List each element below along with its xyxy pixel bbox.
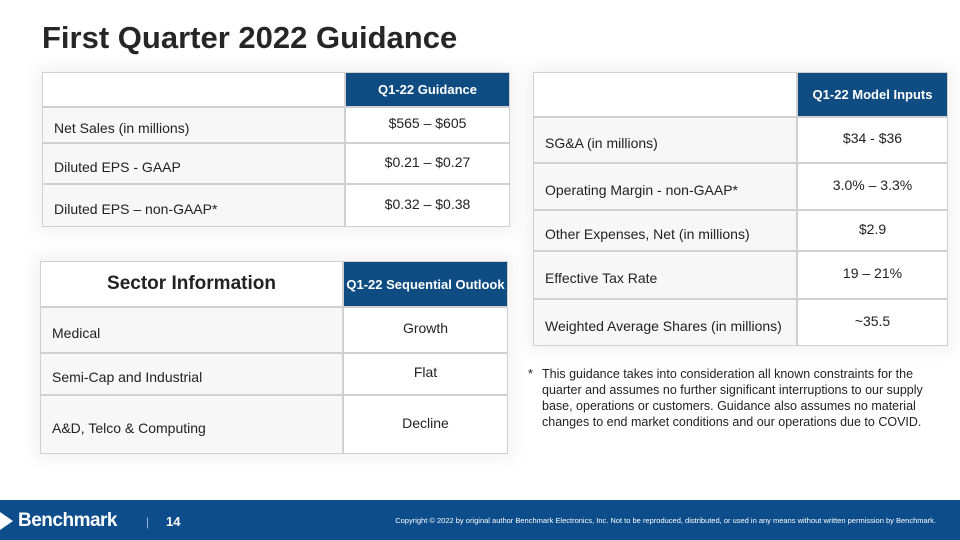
guidance-table: Q1-22 Guidance Net Sales (in millions) $56… (42, 72, 510, 227)
page-number: 14 (166, 514, 181, 529)
row-value: $2.9 (797, 210, 948, 251)
row-value: 19 – 21% (797, 251, 948, 299)
logo-icon (0, 512, 13, 530)
sector-table: Sector Information Q1-22 Sequential Outlo… (40, 261, 508, 454)
copyright: Copyright © 2022 by original author Benc… (395, 516, 936, 525)
row-label: Effective Tax Rate (533, 251, 797, 299)
header-cell: Sector Information (40, 261, 343, 307)
header-cell: Q1-22 Guidance (345, 72, 510, 107)
row-label: A&D, Telco & Computing (40, 395, 343, 454)
header-blank (42, 72, 345, 107)
header-cell: Q1-22 Sequential Outlook (343, 261, 508, 307)
header-cell: Q1-22 Model Inputs (797, 72, 948, 117)
row-value: $0.21 – $0.27 (345, 143, 510, 184)
footnote-marker: * (528, 367, 533, 381)
footer: Benchmark | 14 Copyright © 2022 by origi… (0, 500, 960, 540)
separator: | (146, 515, 150, 529)
row-value: Flat (343, 353, 508, 395)
row-label: Operating Margin - non-GAAP* (533, 163, 797, 210)
footnote-text: This guidance takes into consideration a… (542, 367, 923, 429)
row-label: Net Sales (in millions) (42, 107, 345, 143)
row-label: Medical (40, 307, 343, 353)
model-table: Q1-22 Model Inputs SG&A (in millions) $34 … (533, 72, 948, 346)
row-label: Other Expenses, Net (in millions) (533, 210, 797, 251)
logo: Benchmark (18, 510, 118, 531)
row-value: Growth (343, 307, 508, 353)
row-value: ~35.5 (797, 299, 948, 346)
row-label: Diluted EPS – non-GAAP* (42, 184, 345, 227)
row-value: $34 - $36 (797, 117, 948, 163)
row-label: Semi-Cap and Industrial (40, 353, 343, 395)
row-value: $0.32 – $0.38 (345, 184, 510, 227)
row-label: Diluted EPS - GAAP (42, 143, 345, 184)
row-value: 3.0% – 3.3% (797, 163, 948, 210)
row-label: Weighted Average Shares (in millions) (533, 299, 797, 346)
header-blank (533, 72, 797, 117)
row-label: SG&A (in millions) (533, 117, 797, 163)
row-value: Decline (343, 395, 508, 454)
row-value: $565 – $605 (345, 107, 510, 143)
title: First Quarter 2022 Guidance (42, 20, 458, 55)
footnote: * This guidance takes into consideration… (528, 366, 938, 430)
